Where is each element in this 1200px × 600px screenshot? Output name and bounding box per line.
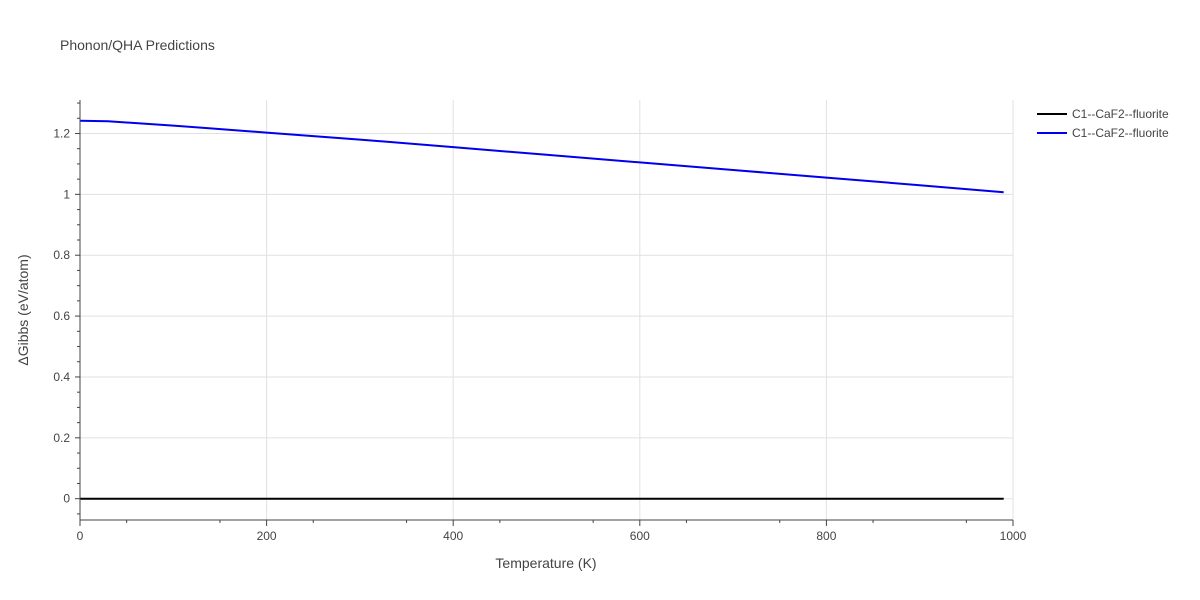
x-tick-label: 800	[816, 529, 836, 543]
x-tick-label: 200	[257, 529, 277, 543]
series-layer	[79, 119, 1004, 500]
x-tick-label: 600	[630, 529, 650, 543]
y-axis-title: ΔGibbs (eV/atom)	[15, 254, 31, 365]
y-tick-label: 1.2	[53, 126, 70, 140]
x-grid	[266, 100, 1014, 520]
y-tick-label: 0.2	[53, 431, 70, 445]
x-tick-label: 400	[443, 529, 463, 543]
x-axis-title: Temperature (K)	[495, 555, 596, 571]
y-tick-label: 0.4	[53, 370, 70, 384]
chart-title: Phonon/QHA Predictions	[60, 37, 215, 53]
x-tick-label: 0	[77, 529, 84, 543]
y-tick-label: 0	[63, 492, 70, 506]
x-tick-label: 1000	[1000, 529, 1027, 543]
y-tick-label: 0.6	[53, 309, 70, 323]
legend: C1--CaF2--fluorite C1--CaF2--fluorite	[1037, 107, 1169, 140]
series-line-2	[79, 119, 1004, 194]
y-tick-label: 1	[63, 187, 70, 201]
y-grid	[80, 132, 1013, 500]
legend-label-2[interactable]: C1--CaF2--fluorite	[1072, 126, 1169, 140]
axes-layer: 0 200 400 600 800 1000 0 0.2 0.4 0.6 0.8 1 1.2	[53, 100, 1027, 543]
legend-label-1[interactable]: C1--CaF2--fluorite	[1072, 107, 1169, 121]
y-tick-label: 0.8	[53, 248, 70, 262]
